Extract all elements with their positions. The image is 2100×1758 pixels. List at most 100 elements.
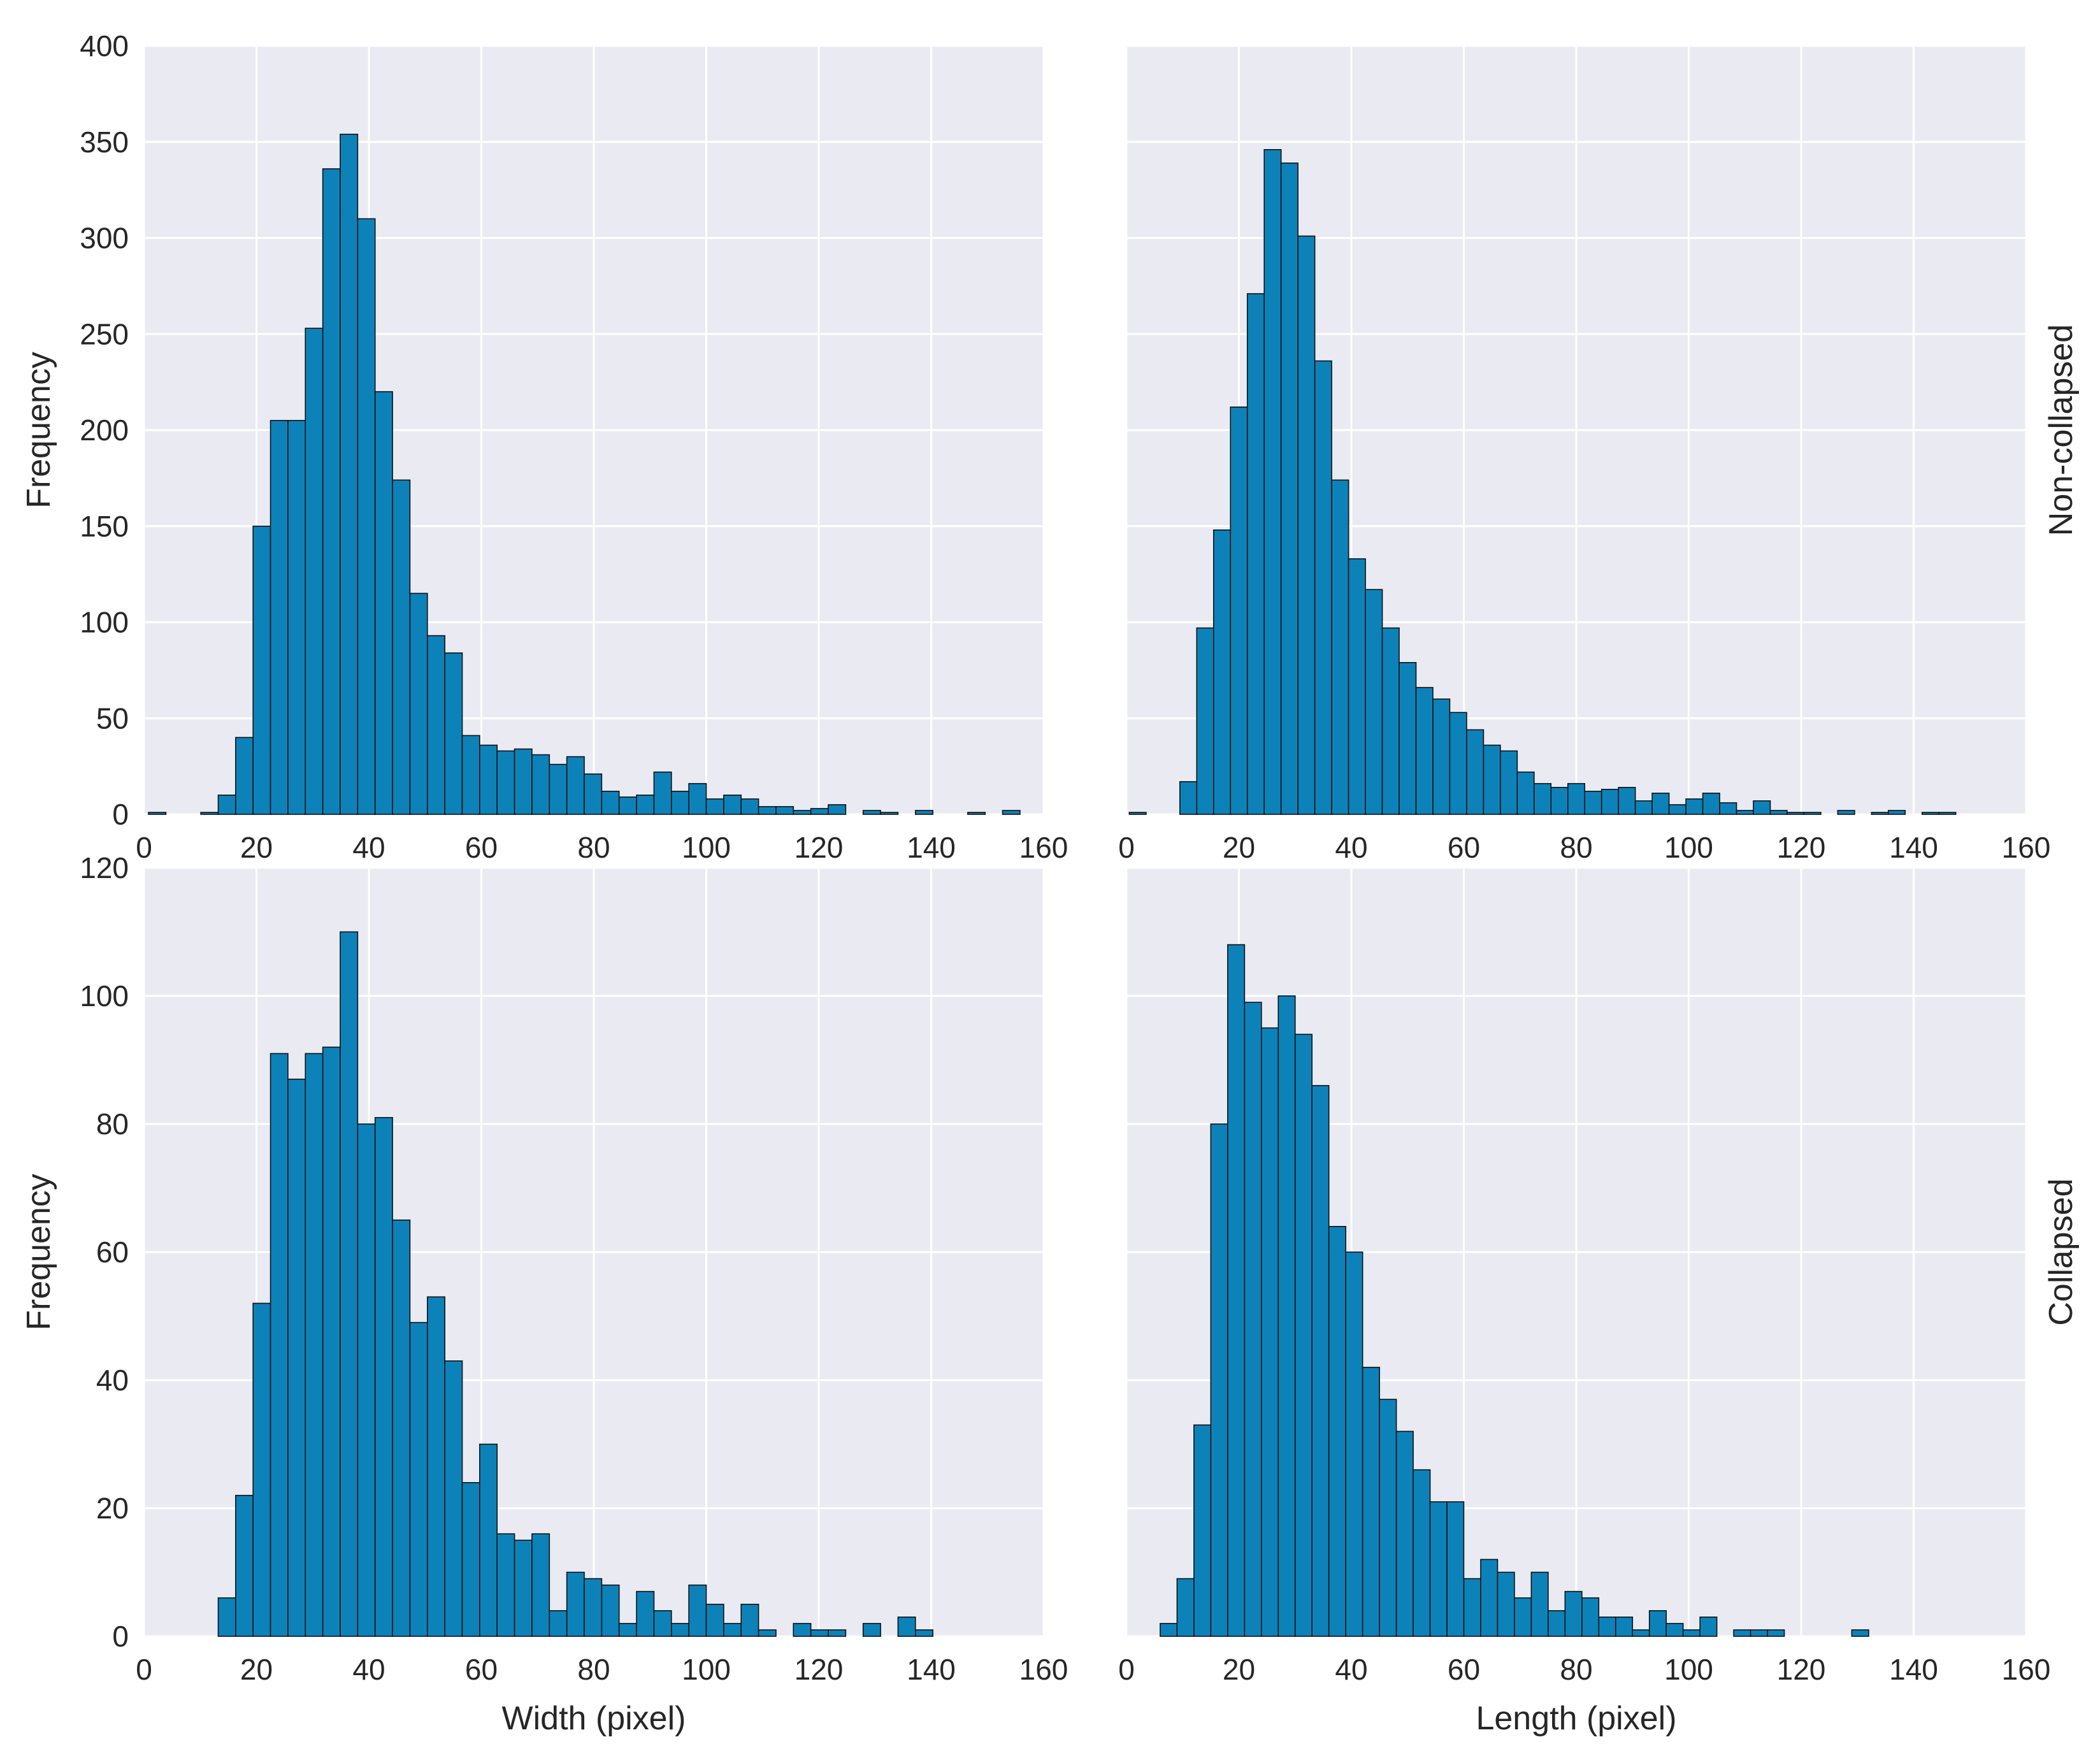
- histogram-bar: [1564, 1590, 1583, 1637]
- x-tick-label: 120: [1777, 831, 1826, 864]
- x-tick-label: 0: [1118, 831, 1135, 864]
- histogram-bar: [148, 812, 167, 815]
- histogram-bar: [374, 1117, 393, 1637]
- histogram-bar: [1212, 529, 1232, 815]
- histogram-bar: [461, 735, 480, 815]
- histogram-bar: [444, 1360, 463, 1637]
- histogram-bar: [1615, 1617, 1634, 1637]
- histogram-bar: [496, 1533, 515, 1637]
- histogram-bar: [1500, 750, 1518, 815]
- histogram-bar: [1365, 589, 1383, 815]
- histogram-bar: [584, 773, 603, 815]
- histogram-bar: [1294, 1034, 1313, 1637]
- histogram-bar: [1618, 786, 1636, 815]
- histogram-bar: [967, 812, 986, 815]
- histogram-bar: [514, 748, 533, 815]
- histogram-bar: [618, 1623, 637, 1637]
- x-tick-label: 120: [795, 1653, 844, 1686]
- histogram-bar: [200, 812, 219, 815]
- histogram-bar: [1381, 627, 1400, 815]
- y-tick-label: 350: [80, 126, 129, 159]
- histogram-bar: [1415, 687, 1434, 815]
- x-axis-label: Width (pixel): [502, 1700, 686, 1737]
- histogram-bar: [549, 763, 568, 815]
- histogram-bar: [374, 391, 393, 815]
- histogram-bar: [514, 1539, 533, 1637]
- histogram-bar: [636, 1590, 655, 1637]
- x-tick-label: 0: [1118, 1653, 1135, 1686]
- histogram-bar: [1449, 712, 1467, 815]
- y-tick-label: 250: [80, 317, 129, 350]
- histogram-bar: [1516, 771, 1535, 815]
- histogram-panel-1: 0 20 40 60 80 100 120 140 160 0 50 100 150 200 250 300 3…: [20, 29, 1068, 864]
- histogram-bar: [618, 796, 637, 815]
- histogram-bar: [828, 1629, 847, 1637]
- histogram-bar: [322, 1046, 341, 1637]
- histogram-bar: [1584, 791, 1602, 815]
- histogram-bar: [322, 168, 341, 815]
- histogram-bar: [1348, 558, 1366, 815]
- histogram-bar: [270, 420, 289, 815]
- histogram-bar: [1598, 1617, 1616, 1637]
- histogram-bar: [1280, 162, 1298, 815]
- histogram-bar: [688, 1584, 707, 1637]
- histogram-bar: [496, 750, 515, 815]
- histogram-bar: [1534, 782, 1552, 815]
- histogram-bar: [705, 1603, 724, 1637]
- histogram-bar: [1463, 1578, 1481, 1637]
- histogram-bar: [1466, 729, 1485, 815]
- histogram-panel-3: 0 20 40 60 80 100 120 140 160 0 20 40 60 80 100 120 Freq…: [20, 851, 1068, 1737]
- histogram-bar: [1803, 812, 1822, 815]
- histogram-bar: [914, 810, 933, 815]
- histogram-bar: [1548, 1610, 1566, 1637]
- x-tick-label: 100: [1664, 831, 1713, 864]
- histogram-bar: [828, 804, 847, 815]
- histogram-bar: [810, 808, 829, 815]
- x-tick-label: 140: [907, 1653, 956, 1686]
- x-tick-label: 100: [682, 1653, 731, 1686]
- histogram-bar: [531, 1533, 550, 1637]
- histogram-bar: [235, 1495, 254, 1637]
- histogram-bar: [1345, 1251, 1363, 1637]
- histogram-bar: [1750, 1629, 1768, 1637]
- histogram-bar: [1261, 1027, 1279, 1637]
- histogram-bar: [758, 1629, 777, 1637]
- y-tick-label: 0: [112, 1620, 129, 1653]
- x-tick-label: 20: [240, 831, 273, 864]
- histogram-bar: [1581, 1597, 1600, 1637]
- histogram-bar: [392, 479, 411, 815]
- x-tick-label: 160: [2002, 831, 2051, 864]
- histogram-bar: [1176, 1578, 1195, 1637]
- histogram-bar: [862, 1623, 881, 1637]
- histogram-bar: [670, 1623, 689, 1637]
- histogram-bar: [357, 1123, 376, 1637]
- histogram-bar: [1331, 479, 1349, 815]
- y-tick-label: 20: [96, 1492, 129, 1525]
- x-tick-label: 140: [907, 831, 956, 864]
- x-tick-label: 60: [1448, 1653, 1480, 1686]
- x-axis-label: Length (pixel): [1476, 1700, 1676, 1737]
- histogram-bar: [1787, 812, 1805, 815]
- x-tick-label: 60: [1448, 831, 1480, 864]
- histogram-bar: [1634, 800, 1653, 815]
- histogram-bar: [723, 795, 742, 815]
- histogram-bar: [1668, 804, 1686, 815]
- histogram-bar: [1871, 812, 1889, 815]
- histogram-bar: [549, 1610, 568, 1637]
- histogram-bar: [1244, 1002, 1262, 1637]
- histogram-bar: [340, 931, 359, 1637]
- histogram-bar: [1413, 1469, 1431, 1637]
- x-tick-label: 140: [1889, 1653, 1938, 1686]
- facet-row-label: Non-collapsed: [2043, 324, 2080, 536]
- histogram-bar: [270, 1053, 289, 1637]
- histogram-bar: [287, 1078, 306, 1637]
- x-tick-label: 20: [1223, 831, 1255, 864]
- histogram-bar: [1550, 786, 1569, 815]
- histogram-bar: [1887, 810, 1906, 815]
- histogram-bar: [531, 754, 550, 815]
- histogram-bar: [775, 806, 795, 815]
- histogram-bar: [740, 798, 759, 815]
- x-tick-label: 40: [1335, 1653, 1367, 1686]
- histogram-bar: [914, 1629, 933, 1637]
- histogram-bar: [1193, 1424, 1212, 1637]
